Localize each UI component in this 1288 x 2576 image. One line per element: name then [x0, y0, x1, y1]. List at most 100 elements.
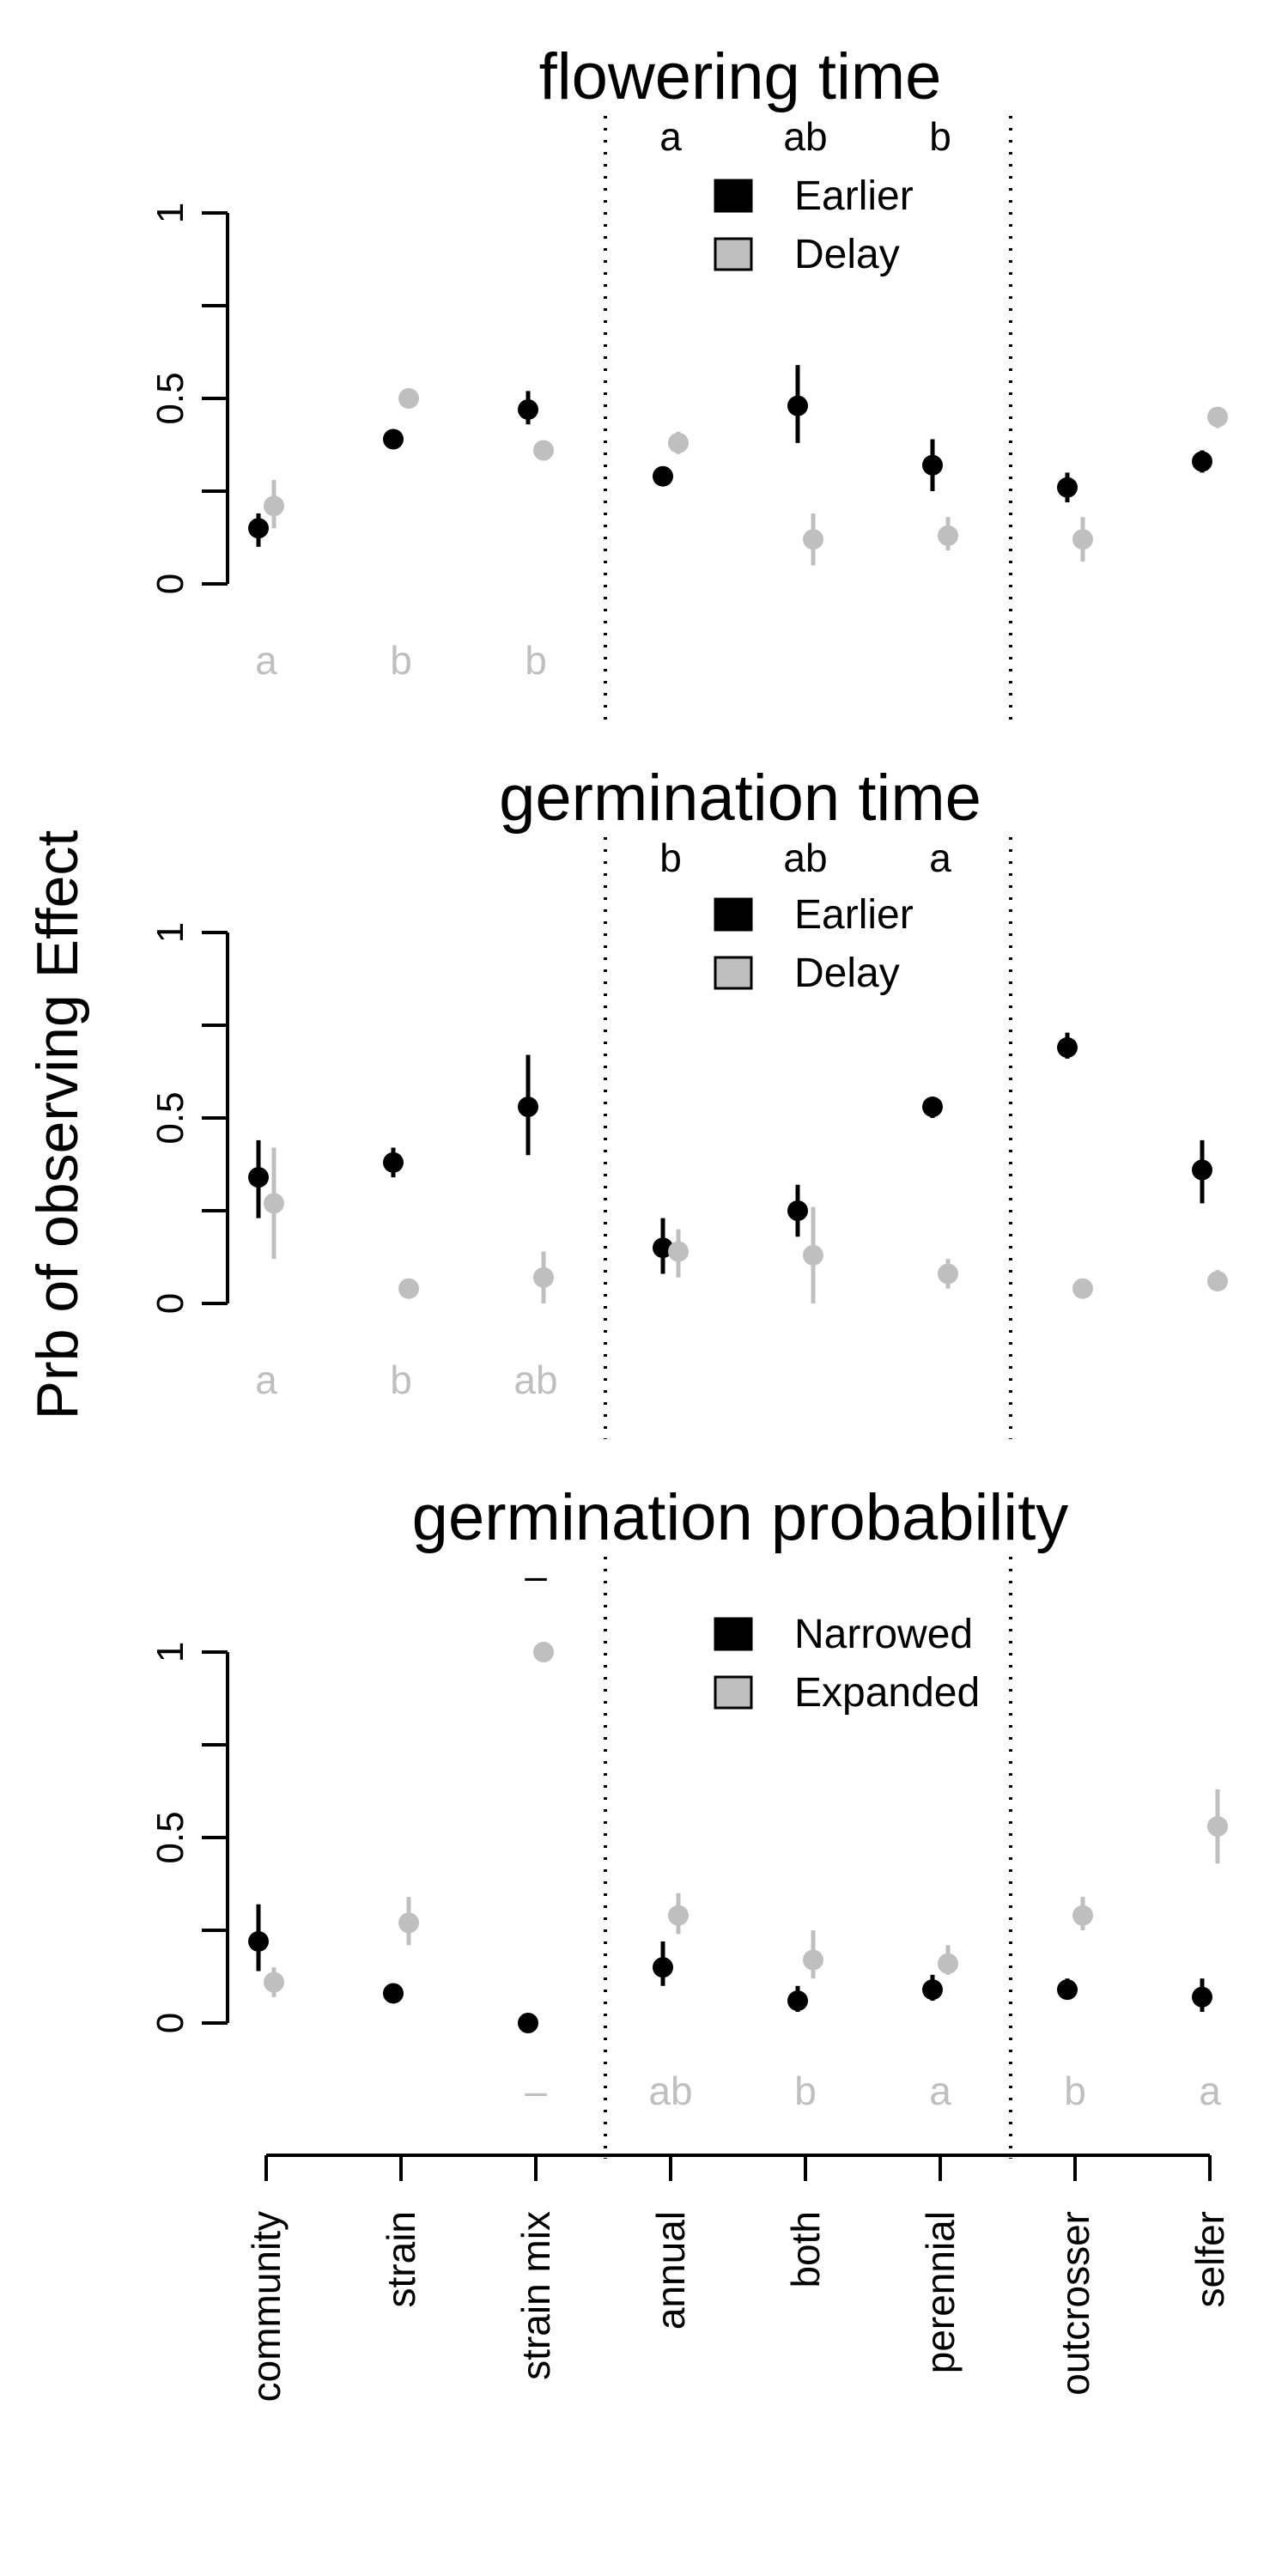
legend-label: Expanded	[794, 1670, 980, 1716]
legend-swatch	[714, 897, 753, 932]
bottom-letter: b	[525, 638, 547, 683]
data-point	[518, 2013, 538, 2033]
bottom-letter: b	[390, 1358, 412, 1402]
data-point	[787, 1200, 808, 1221]
bottom-letter: –	[525, 2069, 547, 2113]
data-point	[1072, 529, 1093, 550]
data-point	[533, 1642, 554, 1662]
legend-label: Delay	[794, 951, 900, 996]
bottom-letter: b	[390, 638, 412, 683]
panel-title: germination probability	[412, 1481, 1069, 1554]
y-tick-label: 0.5	[149, 1091, 191, 1144]
data-point	[248, 518, 269, 539]
x-tick-label: annual	[648, 2211, 693, 2330]
data-point	[518, 398, 538, 420]
y-tick-label: 0	[149, 2013, 191, 2033]
data-point	[803, 1949, 823, 1971]
data-point	[922, 1979, 943, 2001]
y-tick-label: 1	[149, 1642, 191, 1662]
top-letter: b	[659, 835, 682, 880]
legend-swatch	[714, 179, 753, 213]
data-point	[1207, 1816, 1228, 1838]
legend-label: Delay	[794, 232, 900, 277]
x-tick-label: selfer	[1188, 2211, 1232, 2307]
legend-swatch	[714, 1617, 753, 1651]
top-letter: ab	[783, 835, 827, 880]
legend-label: Earlier	[794, 173, 914, 219]
data-point	[264, 1193, 284, 1214]
data-point	[1057, 1036, 1078, 1058]
data-point	[803, 1244, 823, 1266]
top-letter: b	[929, 114, 951, 159]
data-point	[787, 395, 808, 416]
data-point	[1207, 1271, 1228, 1292]
data-point	[1072, 1905, 1093, 1926]
bottom-letter: b	[794, 2069, 817, 2113]
top-letter: –	[525, 1553, 547, 1598]
data-point	[264, 495, 284, 517]
data-point	[653, 1957, 673, 1978]
data-point	[668, 432, 689, 453]
top-letter: a	[659, 114, 682, 159]
data-point	[787, 1990, 808, 2012]
data-point	[803, 529, 823, 550]
data-point	[398, 1278, 419, 1299]
top-letter: ab	[783, 114, 827, 159]
legend-label: Earlier	[794, 892, 914, 938]
data-point	[533, 440, 554, 461]
y-tick-label: 0	[149, 574, 191, 594]
data-point	[1192, 1159, 1212, 1181]
data-point	[653, 1237, 673, 1259]
data-point	[922, 454, 943, 476]
data-point	[1057, 477, 1078, 498]
data-point	[248, 1930, 269, 1952]
data-point	[248, 1167, 269, 1188]
panel-3: germination probability 0 0.5 1 Narrowed Expa…	[149, 1481, 1228, 2159]
y-axis-label: Prb of observing Effect	[25, 830, 90, 1420]
data-point	[398, 388, 419, 409]
bottom-letter: a	[1199, 2069, 1221, 2113]
data-point	[938, 1263, 958, 1285]
data-point	[938, 525, 958, 546]
bottom-letter: a	[255, 1358, 277, 1402]
x-tick-label: strain mix	[513, 2211, 558, 2380]
panel-title: germination time	[499, 762, 981, 835]
bottom-letter: a	[255, 638, 277, 683]
data-point	[1192, 451, 1212, 472]
bottom-letter: ab	[648, 2069, 692, 2113]
data-point	[1192, 1986, 1212, 2008]
top-letter: a	[929, 835, 951, 880]
data-point	[518, 1097, 538, 1118]
bottom-letter: ab	[513, 1358, 557, 1402]
x-tick-label: community	[244, 2211, 289, 2402]
y-tick-label: 0.5	[149, 1811, 191, 1863]
data-point	[383, 428, 404, 450]
bottom-letter: a	[929, 2069, 951, 2113]
data-point	[1207, 406, 1228, 428]
y-tick-label: 0	[149, 1293, 191, 1314]
data-point	[1057, 1979, 1078, 2001]
legend-label: Narrowed	[794, 1612, 973, 1657]
legend-swatch	[714, 956, 753, 990]
legend-swatch	[714, 1675, 753, 1710]
data-point	[383, 1983, 404, 2004]
x-tick-label: both	[783, 2211, 828, 2288]
data-point	[264, 1971, 284, 1993]
panel-title: flowering time	[539, 40, 942, 113]
x-tick-label: strain	[379, 2211, 423, 2307]
data-point	[533, 1267, 554, 1288]
y-tick-label: 0.5	[149, 372, 191, 424]
data-point	[922, 1097, 943, 1118]
x-tick-label: perennial	[918, 2211, 963, 2373]
legend-swatch	[714, 237, 753, 271]
data-point	[653, 465, 673, 487]
x-axis: community strain strain mix annual both peren…	[244, 2154, 1232, 2402]
data-point	[938, 1953, 958, 1974]
x-tick-label: outcrosser	[1053, 2211, 1097, 2396]
y-tick-label: 1	[149, 922, 191, 943]
data-point	[668, 1241, 689, 1262]
